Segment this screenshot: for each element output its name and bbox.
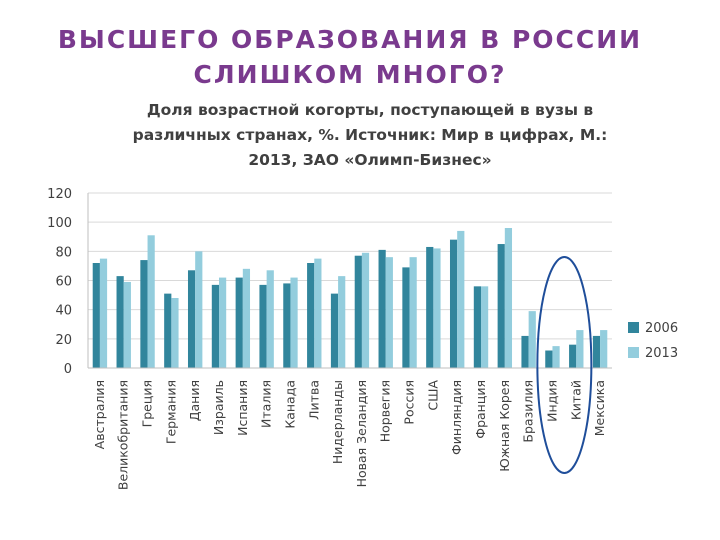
chart-title: Доля возрастной когорты, поступающей в в… <box>100 98 640 173</box>
x-tick-label: Мексика <box>592 380 607 436</box>
x-tick-label: Франция <box>473 380 488 439</box>
x-tick-label: Россия <box>402 380 417 425</box>
bar-2006-Испания <box>235 277 243 368</box>
bar-2013-Новая Зеландия <box>361 252 370 368</box>
bar-2013-США <box>433 248 441 368</box>
bar-2013-Германия <box>171 298 179 368</box>
x-tick-label: Италия <box>259 380 274 428</box>
bar-2006-Китай <box>569 344 577 368</box>
legend-label-2013: 2013 <box>645 346 678 361</box>
bar-2006-США <box>426 246 434 368</box>
x-tick-label: Дания <box>187 380 202 421</box>
bar-2013-Израиль <box>219 277 227 368</box>
bar-2013-Финляндия <box>457 230 465 368</box>
bar-2013-Китай <box>576 330 584 368</box>
bar-2013-Мексика <box>600 330 608 368</box>
bar-2006-Великобритания <box>116 276 124 368</box>
bar-2013-Индия <box>552 346 560 368</box>
x-tick-label: Новая Зеландия <box>354 380 369 487</box>
y-axis: 0 20 40 60 80 100 120 <box>47 187 89 377</box>
x-tick-label: США <box>425 380 440 411</box>
bar-2013-Норвегия <box>385 257 393 368</box>
bars <box>92 228 608 368</box>
bar-2006-Франция <box>473 286 481 368</box>
bar-2013-Австралия <box>99 258 108 368</box>
bar-2013-Франция <box>481 286 489 368</box>
y-tick-label: 120 <box>47 187 72 202</box>
x-tick-label: Великобритания <box>116 380 131 490</box>
bar-2006-Новая Зеландия <box>354 255 362 368</box>
chart-title-line-2: различных странах, %. Источник: Мир в ци… <box>132 126 608 144</box>
x-tick-label: Канада <box>282 380 297 429</box>
bar-2013-Канада <box>290 277 298 368</box>
x-tick-label: Испания <box>235 380 250 436</box>
bar-2006-Бразилия <box>521 335 529 368</box>
x-tick-label: Литва <box>306 380 321 420</box>
legend-label-2006: 2006 <box>645 321 678 336</box>
x-tick-label: Греция <box>140 380 155 427</box>
legend-swatch-2013 <box>628 347 639 358</box>
x-tick-label: Германия <box>163 380 178 444</box>
x-tick-label: Индия <box>544 380 559 422</box>
x-axis: Австралия Великобритания Греция Германия Дан… <box>88 367 612 490</box>
bar-2006-Финляндия <box>449 239 458 368</box>
y-tick-label: 0 <box>64 362 72 377</box>
legend: 2006 2013 <box>628 321 678 361</box>
bar-2006-Дания <box>187 270 196 368</box>
bar-2013-Греция <box>147 235 155 368</box>
y-tick-label: 60 <box>55 275 72 290</box>
bar-2006-Южная Корея <box>497 244 505 368</box>
bar-2006-Италия <box>259 284 267 368</box>
x-tick-label: Норвегия <box>378 380 393 442</box>
x-tick-label: Израиль <box>211 380 226 435</box>
x-tick-label: Финляндия <box>449 380 464 455</box>
bar-2013-Литва <box>314 258 322 368</box>
slide-title: ВЫСШЕГО ОБРАЗОВАНИЯ В РОССИИ СЛИШКОМ МНО… <box>0 22 700 92</box>
legend-swatch-2006 <box>628 322 639 333</box>
x-tick-label: Нидерланды <box>330 380 345 464</box>
bar-2006-Германия <box>164 293 172 368</box>
y-tick-label: 40 <box>55 304 72 319</box>
bar-2006-Нидерланды <box>330 293 339 368</box>
bar-2006-Норвегия <box>378 249 386 368</box>
bar-2006-Израиль <box>211 284 219 368</box>
x-tick-label: Бразилия <box>521 380 536 443</box>
bar-2006-Мексика <box>592 335 601 368</box>
x-tick-label: Южная Корея <box>497 380 512 472</box>
bar-2013-Южная Корея <box>504 228 513 368</box>
bar-2013-Испания <box>242 268 251 368</box>
x-tick-label: Австралия <box>92 380 107 449</box>
highlight-ellipse-shape <box>536 256 593 474</box>
bar-2013-Россия <box>409 257 417 368</box>
bar-2013-Нидерланды <box>338 276 346 368</box>
bar-2006-Канада <box>283 283 291 368</box>
bar-2006-Россия <box>402 267 410 368</box>
chart-title-line-3: 2013, ЗАО «Олимп-Бизнес» <box>248 151 492 169</box>
bar-2013-Великобритания <box>123 281 131 368</box>
bar-2006-Греция <box>140 260 148 368</box>
slide-title-line-2: СЛИШКОМ МНОГО? <box>193 60 507 89</box>
bar-2013-Бразилия <box>528 311 536 368</box>
bar-2006-Австралия <box>92 263 100 368</box>
bar-2006-Литва <box>307 263 315 368</box>
x-tick-label: Китай <box>568 380 583 420</box>
y-tick-label: 100 <box>47 216 72 231</box>
highlight-ellipse <box>536 256 593 474</box>
y-tick-label: 20 <box>55 333 72 348</box>
bar-2013-Дания <box>195 251 203 368</box>
bar-2013-Италия <box>266 270 274 368</box>
chart-title-line-1: Доля возрастной когорты, поступающей в в… <box>146 101 594 119</box>
y-tick-label: 80 <box>55 245 72 260</box>
slide-title-line-1: ВЫСШЕГО ОБРАЗОВАНИЯ В РОССИИ <box>57 25 643 54</box>
bar-2006-Индия <box>545 350 553 368</box>
